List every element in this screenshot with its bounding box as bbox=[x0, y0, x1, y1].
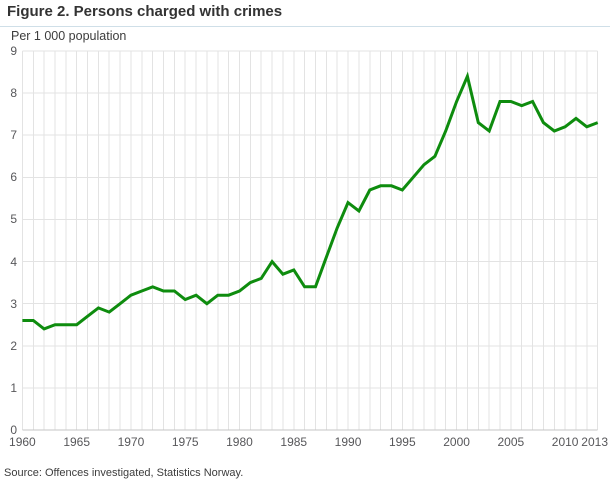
figure-title: Figure 2. Persons charged with crimes bbox=[7, 3, 283, 20]
data-series-line bbox=[22, 71, 599, 331]
title-divider bbox=[0, 26, 610, 27]
source-note: Source: Offences investigated, Statistic… bbox=[4, 467, 244, 479]
y-axis-unit-label: Per 1 000 population bbox=[11, 29, 127, 43]
